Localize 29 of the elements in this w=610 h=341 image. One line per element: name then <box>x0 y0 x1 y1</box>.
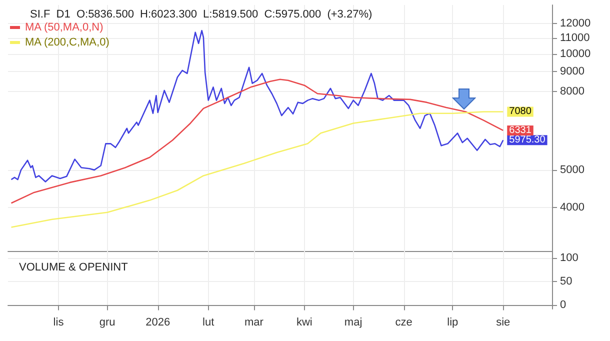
data-label: 6331 <box>509 124 532 136</box>
x-tick-label: lis <box>53 316 64 328</box>
y-tick-label: 100 <box>560 252 578 264</box>
legend-label: MA (50,MA,0,N) <box>25 22 104 34</box>
y-tick-label: 12000 <box>560 17 591 30</box>
line-series <box>10 111 504 228</box>
x-tick-label: gru <box>99 316 116 328</box>
y-tick-label: 8000 <box>560 85 584 98</box>
x-tick-label: maj <box>344 316 362 328</box>
x-tick-label: cze <box>395 316 412 328</box>
y-tick-label: 0 <box>560 299 566 312</box>
text: VOLUME & OPENINT <box>19 262 128 274</box>
y-tick-label: 4000 <box>560 201 584 214</box>
line-series <box>10 78 504 204</box>
x-tick-label: sie <box>496 316 510 328</box>
data-label: 5975.30 <box>509 134 546 146</box>
y-tick-label: 5000 <box>560 164 584 176</box>
legend-label: MA (200,C,MA,0) <box>25 36 110 48</box>
y-tick-label: 11000 <box>560 32 590 44</box>
y-tick-label: 9000 <box>560 66 584 78</box>
x-tick-label: kwi <box>296 316 312 328</box>
y-tick-label: 10000 <box>560 48 591 60</box>
x-tick-label: lut <box>202 316 214 328</box>
x-tick-label: 2026 <box>146 316 170 328</box>
x-tick-label: mar <box>244 316 264 328</box>
y-tick-label: 50 <box>560 276 572 288</box>
x-tick-label: lip <box>447 316 458 328</box>
chart-title: SI.F D1 O:5836.500 H:6023.300 L:5819.500 C:5975.000 (+3.27%) <box>30 8 372 20</box>
data-label: 7080 <box>509 106 532 118</box>
